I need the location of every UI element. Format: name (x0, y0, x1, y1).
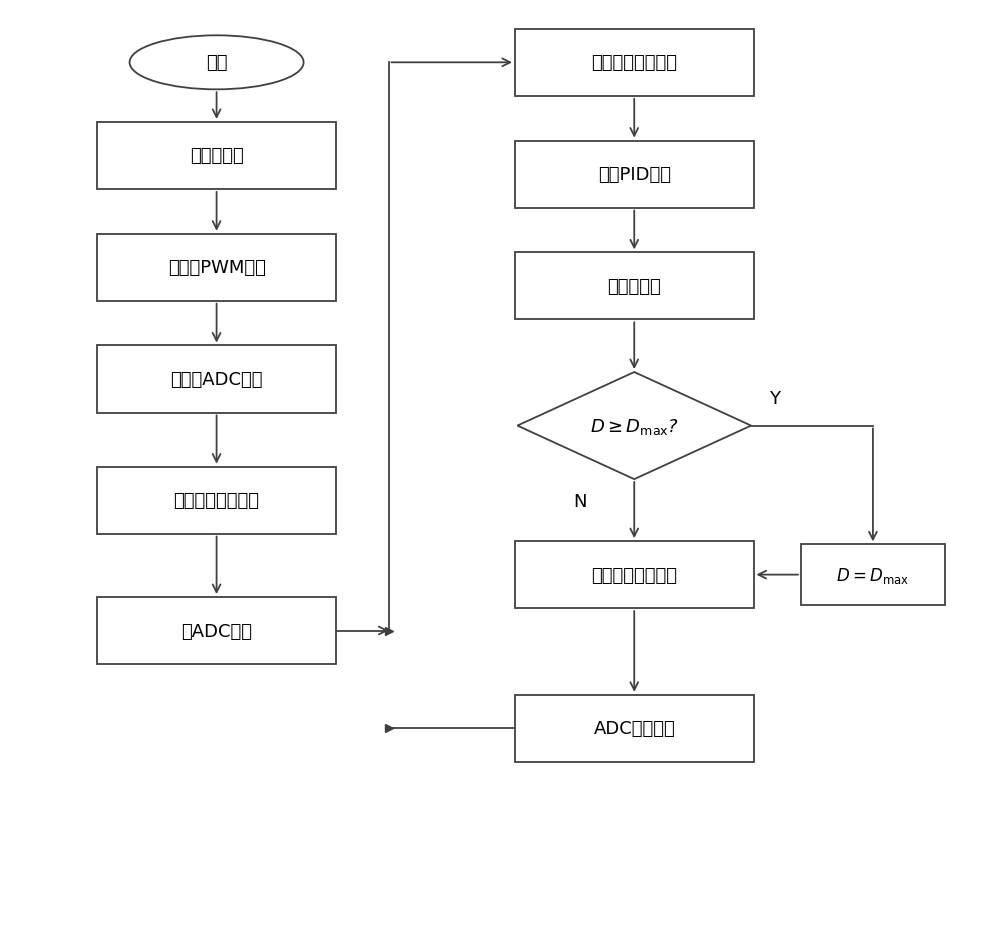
Bar (97, 597, 336, 665)
Text: 初始化ADC模块: 初始化ADC模块 (170, 371, 263, 388)
Bar (515, 253, 754, 320)
Bar (801, 545, 945, 606)
Text: 初始化PWM模块: 初始化PWM模块 (168, 259, 266, 277)
Bar (97, 346, 336, 413)
Bar (515, 695, 754, 762)
Ellipse shape (130, 37, 304, 90)
Text: 改变输出直流电压: 改变输出直流电压 (591, 566, 677, 584)
Text: 开始: 开始 (206, 54, 227, 72)
Text: ADC中断结束: ADC中断结束 (593, 720, 675, 738)
Bar (515, 542, 754, 608)
Polygon shape (517, 373, 751, 479)
Bar (515, 30, 754, 96)
Text: 读取输出直流电压: 读取输出直流电压 (591, 54, 677, 72)
Text: 数字PID调节: 数字PID调节 (598, 166, 671, 183)
Text: $D \geq D_{\mathrm{max}}$?: $D \geq D_{\mathrm{max}}$? (590, 417, 679, 436)
Text: $D = D_{\mathrm{max}}$: $D = D_{\mathrm{max}}$ (836, 565, 909, 585)
Text: 开ADC中断: 开ADC中断 (181, 622, 252, 640)
Text: 改变占空比: 改变占空比 (607, 278, 661, 296)
Text: Y: Y (769, 389, 780, 407)
Bar (515, 141, 754, 209)
Bar (97, 234, 336, 301)
Text: 初始化系统: 初始化系统 (190, 147, 243, 166)
Text: N: N (573, 492, 586, 510)
Bar (97, 467, 336, 534)
Text: 初始化比较器模块: 初始化比较器模块 (174, 491, 260, 509)
Bar (97, 123, 336, 190)
